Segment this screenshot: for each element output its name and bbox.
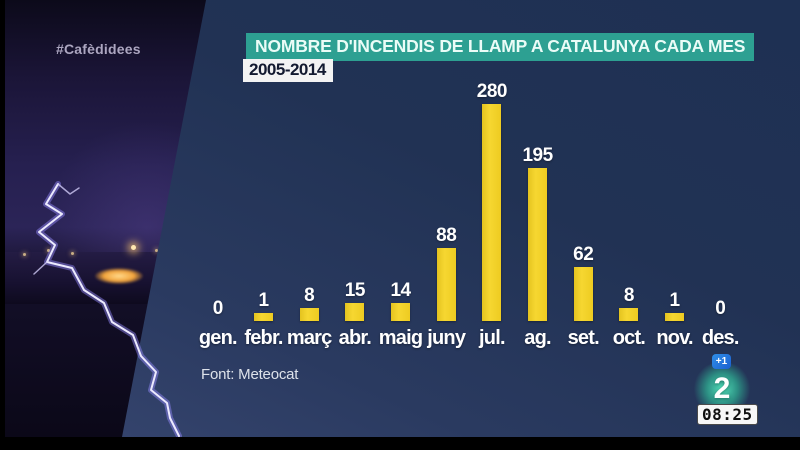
city-light-dot [23,253,26,256]
bar-column: 8 [606,82,652,321]
bar [482,104,502,321]
street-lamp-light [131,245,136,250]
chart-panel [122,0,800,437]
bar-column: 195 [515,82,561,321]
channel-logo: 2 [713,372,731,405]
bar-value-label: 1 [258,290,269,311]
x-tick-label: nov. [656,327,693,349]
bar [665,313,685,321]
x-tick-label: ag. [524,327,551,349]
x-tick-label: març [286,327,332,349]
bar-value-label: 8 [623,285,635,306]
city-light-dot [155,249,158,252]
bar [436,248,456,321]
hashtag-label: #Cafèdidees [56,41,141,57]
bar [528,168,548,321]
bar-value-label: 62 [573,244,594,265]
bar-column: 62 [560,82,606,321]
city-light-dot [71,252,74,255]
bars-row: 0 1 8 15 14 88 280 195 62 8 1 0 [195,82,743,321]
bar-value-label: 15 [344,280,366,301]
bar [254,313,273,321]
bar-column: 0 [195,82,241,321]
bar-value-label: 0 [212,298,224,319]
bar-column: 14 [378,82,424,321]
bar-chart: 0 1 8 15 14 88 280 195 62 8 1 0 gen. febr. març abr. ma… [195,82,743,350]
bar-column: 0 [697,82,743,321]
bar-column: 88 [423,82,469,321]
x-tick-label: abr. [338,327,372,349]
clock-display: 08:25 [697,404,758,425]
bar-value-label: 195 [522,145,553,166]
x-tick-label: maig [378,327,423,349]
bar-value-label: 88 [436,225,457,246]
bar-value-label: 0 [715,298,726,319]
chart-period-badge: 2005-2014 [243,59,333,82]
bar-column: 15 [332,82,378,321]
x-tick-label: febr. [244,327,283,349]
bar [391,303,411,321]
x-tick-label: des. [701,327,740,349]
source-label: Font: Meteocat [201,366,299,383]
x-tick-label: juny [427,327,466,349]
bar [299,308,319,321]
x-tick-label: jul. [479,327,505,349]
bar [345,303,365,321]
plus-one-badge: +1 [712,354,731,369]
bar-value-label: 1 [669,290,681,311]
bar-column: 1 [241,82,287,321]
chart-title: NOMBRE D'INCENDIS DE LLAMP A CATALUNYA C… [246,33,755,61]
bar [573,267,593,321]
x-axis-labels: gen. febr. març abr. maig juny jul. ag. set. oct.… [195,327,743,350]
bar-value-label: 14 [390,280,411,301]
x-tick-label: gen. [198,327,238,349]
bar-column: 280 [469,82,515,321]
bar [619,308,639,321]
city-light-dot [47,249,50,252]
bar-value-label: 280 [476,81,508,102]
x-tick-label: set. [567,327,600,349]
bar-column: 1 [652,82,698,321]
x-tick-label: oct. [612,327,646,349]
city-lights-cluster [95,268,143,284]
bar-column: 8 [286,82,332,321]
bar-value-label: 8 [304,285,315,306]
